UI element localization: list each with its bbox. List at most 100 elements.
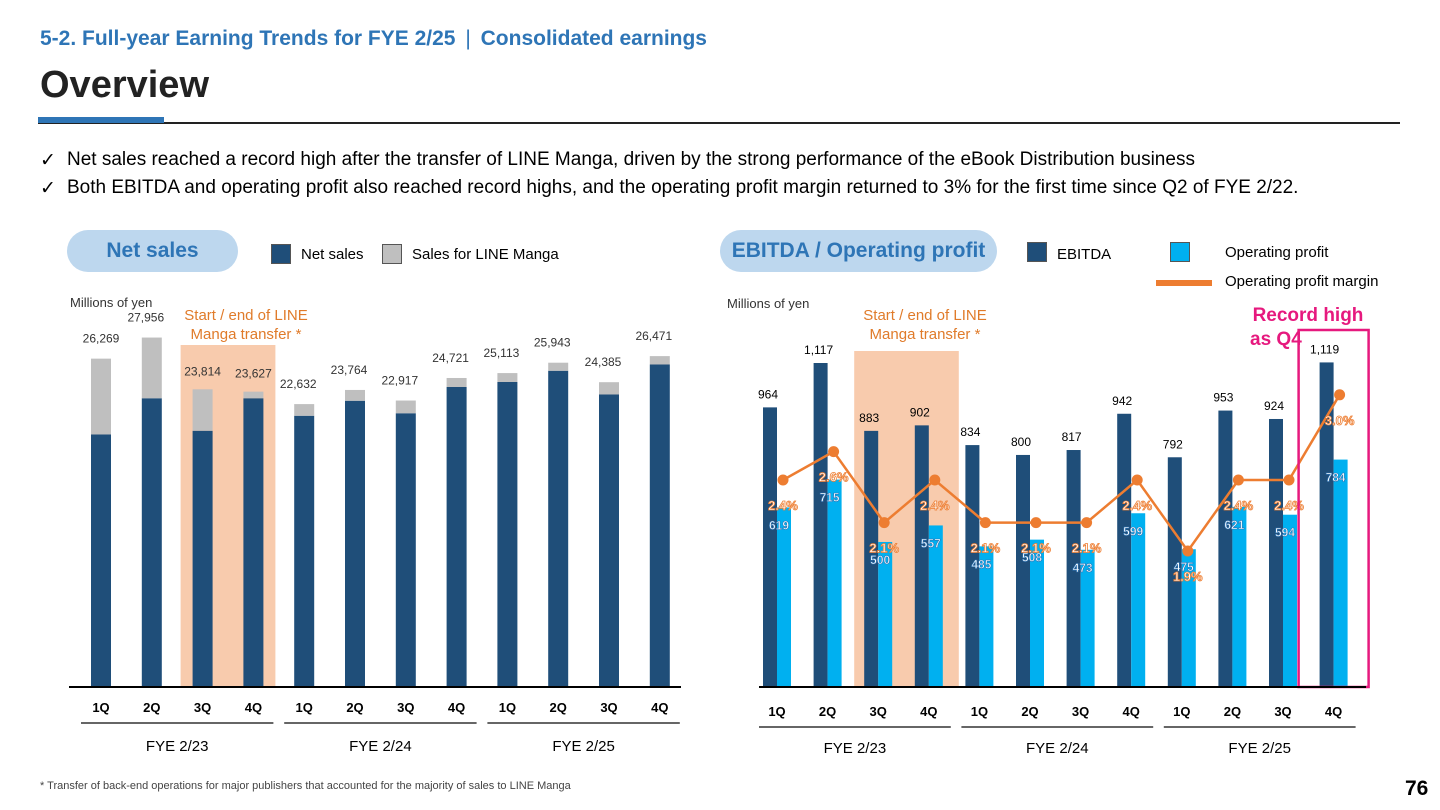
record-high-line1: Record high <box>1252 305 1364 326</box>
operating-margin-point <box>1334 389 1346 401</box>
net-sales-bar <box>446 387 467 687</box>
operating-margin-point <box>1081 517 1093 529</box>
title-rule <box>38 122 1400 124</box>
line-manga-bar <box>497 373 518 382</box>
operating-margin-point <box>1131 474 1143 486</box>
net-sales-total-label: 27,956 <box>127 311 164 325</box>
legend-swatch-net-sales <box>271 244 291 264</box>
operating-profit-bar <box>979 546 994 687</box>
ebitda-bar <box>1269 418 1283 687</box>
net-sales-total-label: 26,269 <box>83 332 120 346</box>
net-sales-bar <box>141 398 162 687</box>
operating-margin-label: 2.1% <box>869 541 899 556</box>
ebitda-bar <box>1167 457 1182 687</box>
right-unit-label: Millions of yen <box>727 296 810 311</box>
quarter-tick-label: 3Q <box>870 704 887 719</box>
legend-label-line-manga: Sales for LINE Manga <box>412 246 559 263</box>
operating-profit-value-label: 500 <box>870 553 890 567</box>
quarter-tick-label: 3Q <box>1274 704 1291 719</box>
ebitda-bar <box>1218 410 1233 687</box>
quarter-tick-label: 2Q <box>1021 704 1038 719</box>
quarter-tick-label: 3Q <box>397 700 414 715</box>
quarter-tick-label: 4Q <box>651 700 668 715</box>
ebitda-value-label: 817 <box>1062 430 1082 444</box>
operating-margin-label: 2.1% <box>1072 541 1102 556</box>
ebitda-bar <box>1319 362 1334 687</box>
quarter-tick-label: 4Q <box>1123 704 1140 719</box>
ebitda-bar <box>763 407 777 687</box>
section-title: 5-2. Full-year Earning Trends for FYE 2/… <box>40 27 456 50</box>
net-sales-total-label: 23,814 <box>184 364 221 378</box>
operating-profit-value-label: 619 <box>769 518 789 532</box>
operating-profit-value-label: 621 <box>1224 518 1244 532</box>
net-sales-bar <box>294 415 315 687</box>
operating-profit-value-label: 784 <box>1326 471 1346 485</box>
net-sales-total-label: 24,721 <box>432 351 469 365</box>
right-transfer-note-line2: Manga transfer * <box>869 326 981 343</box>
left-transfer-note-line1: Start / end of LINE <box>184 307 308 324</box>
operating-margin-label: 1.9% <box>1173 569 1203 584</box>
quarter-tick-label: 1Q <box>768 704 785 719</box>
operating-margin-label: 2.4% <box>1274 498 1304 513</box>
operating-margin-label: 2.4% <box>920 498 950 513</box>
net-sales-total-label: 22,917 <box>381 374 418 388</box>
heading-separator: | <box>465 27 471 50</box>
ebitda-value-label: 953 <box>1213 391 1233 405</box>
operating-margin-label: 2.4% <box>1122 498 1152 513</box>
quarter-tick-label: 1Q <box>296 700 313 715</box>
operating-profit-value-label: 715 <box>820 491 840 505</box>
operating-profit-value-label: 599 <box>1123 524 1143 538</box>
operating-margin-point <box>929 474 941 486</box>
record-high-note: Record high as Q4 <box>1243 304 1373 352</box>
fiscal-year-label: FYE 2/23 <box>824 740 887 757</box>
section-heading: 5-2. Full-year Earning Trends for FYE 2/… <box>40 27 707 51</box>
net-sales-total-label: 23,627 <box>235 367 272 381</box>
net-sales-bar <box>497 382 518 687</box>
ebitda-value-label: 1,119 <box>1310 342 1339 356</box>
ebitda-value-label: 924 <box>1264 399 1284 413</box>
footnote: * Transfer of back-end operations for ma… <box>40 780 571 792</box>
page-number: 76 <box>1405 777 1429 800</box>
operating-margin-label: 2.6% <box>819 470 849 485</box>
operating-profit-bar <box>928 525 943 687</box>
left-unit-label: Millions of yen <box>70 295 153 310</box>
quarter-tick-label: 1Q <box>971 704 988 719</box>
legend-swatch-operating-profit <box>1170 242 1190 262</box>
legend-label-net-sales: Net sales <box>301 246 364 263</box>
page-title: Overview <box>40 64 209 106</box>
net-sales-bar <box>192 430 213 687</box>
right-transfer-note-line1: Start / end of LINE <box>863 307 987 324</box>
operating-margin-point <box>979 517 991 529</box>
operating-margin-line <box>782 394 1341 554</box>
operating-margin-point <box>1030 517 1042 529</box>
legend-label-margin: Operating profit margin <box>1225 273 1379 290</box>
bullet-text: Both EBITDA and operating profit also re… <box>67 177 1299 198</box>
line-manga-bar <box>395 400 416 414</box>
ebitda-pill: EBITDA / Operating profit <box>720 230 997 272</box>
fiscal-year-label: FYE 2/24 <box>1026 740 1089 757</box>
operating-profit-value-label: 473 <box>1073 561 1093 575</box>
operating-margin-point <box>1182 545 1194 557</box>
ebitda-value-label: 792 <box>1163 437 1183 451</box>
fiscal-year-label: FYE 2/25 <box>552 738 615 755</box>
ebitda-bar <box>965 445 980 687</box>
net-sales-bar <box>599 394 619 687</box>
line-manga-bar <box>446 377 467 387</box>
operating-profit-bar <box>878 541 893 687</box>
line-manga-bar <box>192 389 213 431</box>
net-sales-total-label: 25,943 <box>534 336 571 350</box>
operating-profit-value-label: 557 <box>921 536 941 550</box>
operating-margin-point <box>777 474 789 486</box>
quarter-tick-label: 3Q <box>194 700 211 715</box>
net-sales-total-label: 23,764 <box>331 363 368 377</box>
record-high-line2: as Q4 <box>1250 329 1302 350</box>
operating-margin-point <box>1232 474 1244 486</box>
ebitda-value-label: 834 <box>960 425 980 439</box>
check-icon: ✓ <box>40 178 56 199</box>
left-transfer-note-line2: Manga transfer * <box>190 326 302 343</box>
legend-swatch-margin <box>1156 280 1212 286</box>
right-transfer-note: Start / end of LINE Manga transfer * <box>855 306 995 344</box>
fiscal-year-label: FYE 2/25 <box>1228 740 1291 757</box>
ebitda-bar <box>1117 413 1132 687</box>
